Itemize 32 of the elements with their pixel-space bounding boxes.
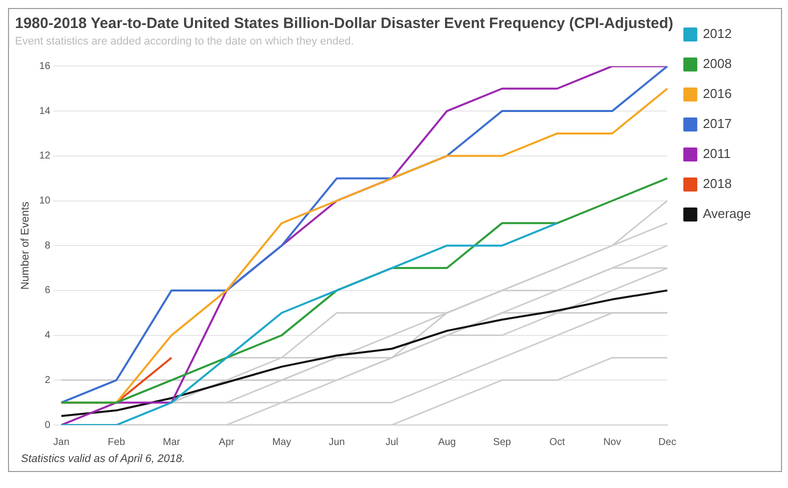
- legend-label: 2017: [702, 116, 732, 132]
- y-tick-label: 2: [44, 374, 51, 386]
- x-tick-label: Apr: [218, 436, 236, 448]
- x-tick-label: Sep: [493, 436, 512, 448]
- legend-label: 2011: [702, 146, 731, 162]
- x-tick-label: Jan: [53, 436, 70, 448]
- y-tick-label: 14: [39, 106, 51, 117]
- x-tick-label: Dec: [658, 436, 676, 448]
- x-tick-label: Jul: [385, 436, 398, 448]
- x-tick-label: Jun: [328, 436, 345, 448]
- y-tick-label: 12: [39, 150, 51, 162]
- y-tick-label: 4: [44, 330, 51, 342]
- x-tick-label: Aug: [438, 436, 456, 448]
- chart-title: 1980-2018 Year-to-Date United States Billion-Dollar Disaster Event Frequency (CPI-Adjusted): [15, 15, 674, 32]
- x-tick-label: Mar: [162, 436, 181, 448]
- x-tick-label: May: [272, 436, 292, 448]
- legend-label: 2008: [702, 56, 732, 72]
- y-axis-title: Number of Events: [20, 201, 32, 290]
- x-tick-label: Oct: [549, 436, 566, 448]
- y-tick-label: 0: [44, 420, 51, 431]
- x-tick-label: Nov: [603, 436, 622, 448]
- y-tick-label: 10: [39, 196, 51, 206]
- chart-subtitle: Event statistics are added according to the date on which they ended.: [15, 36, 354, 48]
- y-tick-label: 16: [39, 60, 51, 72]
- legend-label: Average: [702, 206, 751, 222]
- legend-label: 2016: [702, 86, 732, 102]
- y-tick-label: 8: [44, 240, 51, 252]
- legend-label: 2012: [702, 26, 732, 42]
- text: Statistics valid as of April 6, 2018.: [20, 452, 186, 467]
- y-tick-label: 6: [44, 285, 51, 296]
- x-tick-label: Feb: [108, 436, 126, 448]
- legend-label: 2018: [702, 176, 732, 192]
